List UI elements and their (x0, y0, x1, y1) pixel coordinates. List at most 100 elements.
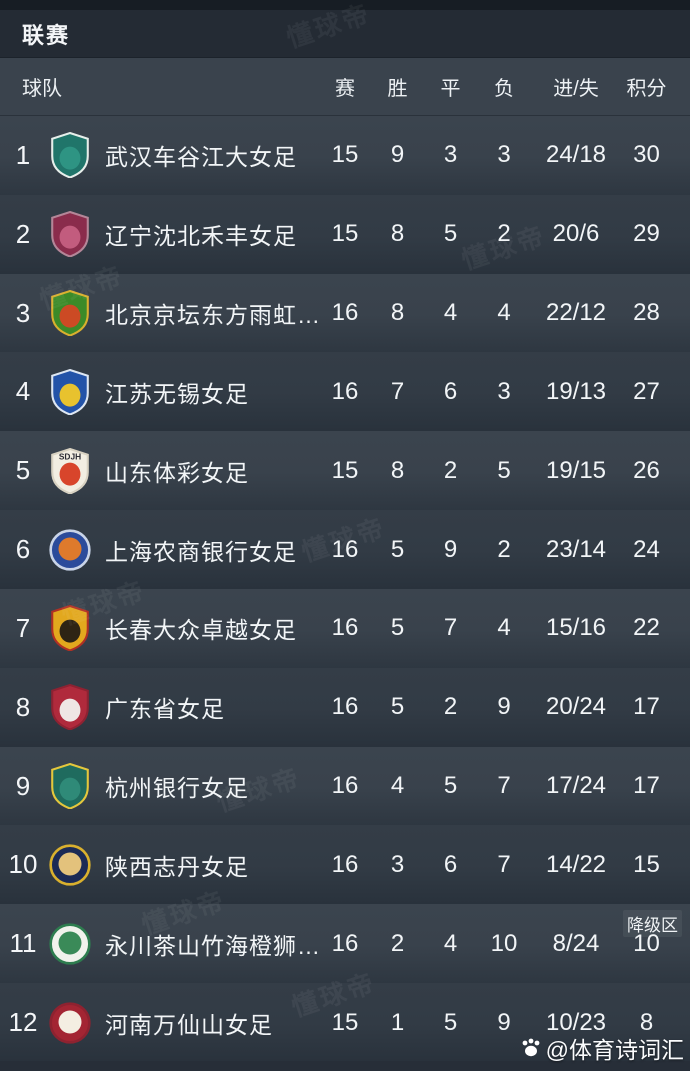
points-value: 27 (633, 377, 660, 405)
team-name: 广东省女足 (105, 696, 225, 723)
played-value: 16 (331, 377, 359, 405)
table-row[interactable]: 1 武汉车谷江大女足 15 9 3 3 24/18 30 (0, 116, 690, 195)
rank-number: 4 (15, 376, 31, 407)
drawn-value: 2 (443, 693, 458, 721)
won-value: 5 (390, 535, 405, 563)
lost-value: 9 (497, 1008, 511, 1036)
won-value: 8 (390, 456, 405, 484)
points-value: 17 (633, 772, 660, 800)
team-name: 杭州银行女足 (105, 775, 249, 802)
title-bar: 联赛 (0, 10, 690, 58)
goals-value: 19/13 (545, 377, 607, 405)
drawn-value: 5 (443, 772, 458, 800)
goals-value: 22/12 (545, 299, 607, 327)
rank-number: 11 (9, 928, 37, 959)
team-name: 武汉车谷江大女足 (105, 144, 297, 171)
table-row[interactable]: 2 辽宁沈北禾丰女足 15 8 5 2 20/6 29 (0, 194, 690, 274)
table-row[interactable]: 8 广东省女足 16 5 2 9 20/24 17 (0, 667, 690, 747)
won-value: 7 (390, 377, 405, 405)
credit-watermark: @体育诗词汇 (519, 1031, 684, 1065)
column-header-drawn: 平 (440, 78, 461, 100)
points-value: 30 (633, 141, 660, 169)
team-name: 北京京坛东方雨虹… (105, 302, 319, 329)
won-value: 3 (390, 850, 405, 878)
team-badge-icon (46, 763, 94, 810)
drawn-value: 5 (443, 220, 458, 248)
team-name: 山东体彩女足 (105, 459, 249, 486)
team-name: 辽宁沈北禾丰女足 (105, 223, 297, 250)
lost-value: 7 (497, 850, 511, 878)
lost-value: 3 (497, 377, 511, 405)
rank-number: 12 (8, 1007, 38, 1038)
won-value: 5 (390, 693, 405, 721)
team-badge-icon (46, 1000, 94, 1046)
team-badge-icon (46, 368, 94, 415)
lost-value: 2 (497, 220, 511, 248)
rank-number: 10 (8, 849, 38, 880)
goals-value: 20/24 (545, 693, 607, 721)
table-row[interactable]: 5 SDJH 山东体彩女足 15 8 2 5 19/15 26 (0, 431, 690, 511)
team-name: 上海农商银行女足 (105, 538, 297, 565)
won-value: 1 (390, 1008, 405, 1036)
rank-number: 1 (15, 139, 31, 170)
drawn-value: 9 (443, 535, 458, 563)
drawn-value: 2 (443, 456, 458, 484)
points-value: 8 (639, 1008, 654, 1036)
table-row[interactable]: 10 陕西志丹女足 16 3 6 7 14/22 15 (0, 825, 690, 905)
relegation-zone-label: 降级区 (623, 910, 682, 937)
rank-number: 2 (15, 218, 31, 249)
lost-value: 7 (497, 772, 511, 800)
table-row[interactable]: 7 长春大众卓越女足 16 5 7 4 15/16 22 (0, 588, 690, 668)
column-header-won: 胜 (387, 78, 408, 100)
played-value: 16 (331, 614, 359, 642)
team-badge-icon (46, 132, 94, 179)
team-name: 河南万仙山女足 (105, 1011, 273, 1038)
lost-value: 2 (497, 535, 511, 563)
table-row[interactable]: 6 上海农商银行女足 16 5 9 2 23/14 24 (0, 510, 690, 589)
team-name: 长春大众卓越女足 (105, 617, 297, 644)
drawn-value: 6 (443, 850, 458, 878)
goals-value: 8/24 (552, 929, 600, 957)
paw-icon (522, 1038, 540, 1057)
table-row[interactable]: 9 杭州银行女足 16 4 5 7 17/24 17 (0, 746, 690, 826)
page-title: 联赛 (22, 22, 71, 48)
won-value: 8 (390, 299, 405, 327)
drawn-value: 7 (443, 614, 458, 642)
rank-number: 5 (15, 455, 31, 486)
team-badge-icon (46, 527, 94, 573)
bottom-strip (0, 1061, 690, 1071)
points-value: 26 (633, 456, 660, 484)
table-row[interactable]: 12 河南万仙山女足 15 1 5 9 10/23 8 (0, 983, 690, 1062)
team-badge-icon (46, 290, 94, 337)
column-header-lost: 负 (494, 78, 514, 100)
points-value: 10 (633, 929, 660, 957)
rank-number: 7 (15, 612, 31, 643)
table-row[interactable]: 11 永川茶山竹海橙狮… 16 2 4 10 8/24 10 (0, 904, 690, 984)
won-value: 4 (390, 772, 405, 800)
lost-value: 9 (497, 693, 511, 721)
points-value: 29 (633, 220, 660, 248)
rank-number: 3 (15, 297, 31, 328)
drawn-value: 3 (443, 141, 458, 169)
credit-text: @体育诗词汇 (545, 1037, 684, 1063)
drawn-value: 4 (443, 299, 458, 327)
played-value: 16 (331, 299, 359, 327)
drawn-value: 5 (443, 1008, 458, 1036)
table-row[interactable]: 4 江苏无锡女足 16 7 6 3 19/13 27 (0, 352, 690, 432)
goals-value: 10/23 (545, 1008, 607, 1036)
team-badge-icon (46, 842, 94, 888)
points-value: 17 (633, 693, 660, 721)
points-value: 22 (633, 614, 660, 642)
team-badge-icon: SDJH (46, 447, 94, 494)
played-value: 15 (331, 1008, 359, 1036)
lost-value: 5 (497, 456, 511, 484)
lost-value: 4 (497, 614, 511, 642)
goals-value: 24/18 (545, 141, 607, 169)
goals-value: 19/15 (545, 456, 607, 484)
team-badge-icon (46, 684, 94, 731)
goals-value: 17/24 (545, 772, 607, 800)
lost-value: 10 (490, 929, 518, 957)
won-value: 9 (390, 141, 405, 169)
table-row[interactable]: 3 北京京坛东方雨虹… 16 8 4 4 22/12 28 (0, 273, 690, 353)
